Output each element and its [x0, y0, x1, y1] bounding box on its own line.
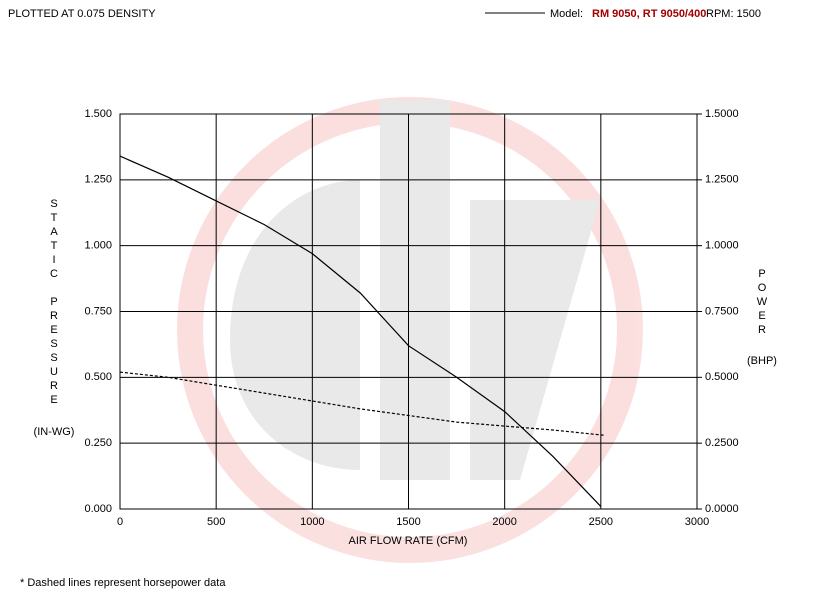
y-tick-label: 1.000	[84, 240, 112, 252]
y-tick-label: 0.750	[84, 305, 112, 317]
footnote: * Dashed lines represent horsepower data	[20, 577, 226, 589]
series-line	[119, 155, 602, 507]
legend-label: Model:	[550, 8, 583, 20]
x-tick-label: 2500	[589, 516, 613, 528]
y2-tick-label: 0.5000	[705, 371, 739, 383]
y2-tick-label: 0.0000	[705, 503, 739, 515]
y2-tick-label: 0.7500	[705, 305, 739, 317]
y-tick-label: 1.500	[84, 108, 112, 120]
x-tick-label: 1000	[300, 516, 324, 528]
y2-axis-unit: (BHP)	[747, 355, 777, 367]
y2-tick-label: 1.5000	[705, 108, 739, 120]
y2-tick-label: 1.0000	[705, 240, 739, 252]
y2-tick-label: 1.2500	[705, 174, 739, 186]
y-tick-label: 1.250	[84, 174, 112, 186]
x-tick-label: 1500	[396, 516, 420, 528]
chart-title: PLOTTED AT 0.075 DENSITY	[8, 8, 156, 20]
legend-rpm: RPM: 1500	[706, 8, 761, 20]
y-tick-label: 0.250	[84, 437, 112, 449]
watermark	[177, 97, 643, 563]
x-tick-label: 0	[117, 516, 123, 528]
series-line	[119, 371, 605, 436]
x-axis-label: AIR FLOW RATE (CFM)	[348, 535, 468, 547]
y-tick-label: 0.000	[84, 503, 112, 515]
x-tick-label: 3000	[685, 516, 709, 528]
y-tick-label: 0.500	[84, 371, 112, 383]
x-tick-label: 2000	[492, 516, 516, 528]
y2-axis-label: POWER	[756, 268, 768, 338]
y-axis-unit: (IN-WG)	[33, 426, 75, 438]
y-axis-label: STATIC PRESSURE	[48, 198, 60, 408]
x-tick-label: 500	[207, 516, 225, 528]
legend-model: RM 9050, RT 9050/400	[592, 8, 706, 20]
y2-tick-label: 0.2500	[705, 437, 739, 449]
